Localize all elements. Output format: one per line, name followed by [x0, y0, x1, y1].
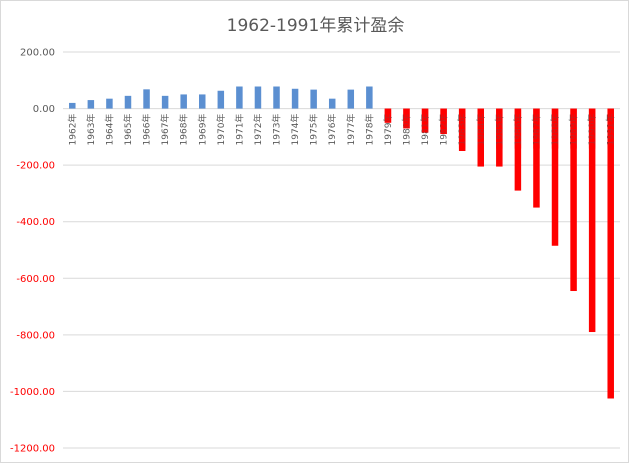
bar: [124, 95, 132, 109]
bar: [366, 86, 373, 109]
y-tick-label: -1200.00: [10, 444, 55, 455]
bar-overlay: [551, 108, 559, 149]
x-tick-label: 1970年: [215, 114, 227, 146]
bar: [69, 102, 76, 109]
x-tick-label: 1973年: [271, 114, 283, 146]
bar: [87, 100, 95, 109]
bar: [551, 108, 559, 246]
y-axis: 200.00 0.00 -200.00 -400.00 -600.00 -800.00 -1…: [10, 48, 55, 455]
bar: [143, 89, 150, 109]
bar-overlay: [403, 108, 410, 129]
x-tick-label: 1963年: [85, 114, 97, 146]
bar-overlay: [607, 108, 614, 149]
bar: [161, 95, 169, 109]
y-tick-label: 0.00: [33, 104, 55, 115]
y-tick-label: -1000.00: [10, 387, 55, 398]
bar: [347, 89, 355, 109]
bar: [607, 108, 614, 399]
bar-overlay: [533, 108, 540, 149]
bar: [588, 108, 596, 333]
x-tick-label: 1977年: [345, 114, 357, 146]
bar-overlay: [496, 108, 503, 149]
bar: [217, 90, 225, 109]
y-tick-label: 200.00: [20, 48, 55, 59]
bar-overlay: [458, 108, 466, 149]
y-tick-label: -400.00: [16, 217, 55, 228]
bar-overlay: [477, 108, 484, 149]
bar-overlay: [514, 108, 522, 149]
x-tick-label: 1976年: [326, 114, 338, 146]
bar: [514, 108, 522, 191]
x-tick-label: 1969年: [196, 114, 208, 146]
bar: [106, 98, 113, 109]
bar-overlay: [384, 108, 392, 123]
gridlines: [63, 51, 620, 449]
bar: [180, 94, 187, 109]
bar: [236, 86, 243, 109]
x-tick-label: 1966年: [141, 114, 153, 146]
x-tick-label: 1974年: [289, 114, 301, 146]
x-tick-label: 1978年: [363, 114, 375, 146]
bar: [273, 86, 280, 109]
x-axis: 1962年 1963年 1964年 1965年 1966年 1967年 1968年 1969年…: [66, 108, 617, 149]
y-tick-label: -200.00: [16, 161, 55, 172]
bar: [328, 98, 336, 109]
bar: [533, 108, 540, 208]
bar-overlay: [421, 108, 429, 133]
y-tick-label: -800.00: [16, 330, 55, 341]
bar: [199, 94, 206, 109]
bar: [310, 89, 317, 109]
bar-overlay: [570, 108, 577, 149]
x-tick-label: 1972年: [252, 114, 264, 146]
x-tick-label: 1965年: [122, 114, 134, 146]
bar: [254, 86, 262, 109]
bar-overlay: [440, 108, 447, 135]
bar: [570, 108, 577, 292]
x-tick-label: 1968年: [178, 114, 190, 146]
x-tick-label: 1962年: [66, 114, 78, 146]
bar-overlay: [588, 108, 596, 149]
x-tick-label: 1964年: [103, 114, 115, 146]
x-tick-label: 1967年: [159, 114, 171, 146]
x-tick-label: 1975年: [308, 114, 320, 146]
x-tick-label: 1971年: [233, 114, 245, 146]
bar: [291, 88, 299, 109]
y-tick-label: -600.00: [16, 274, 55, 285]
chart-title: 1962-1991年累计盈余: [226, 16, 405, 36]
